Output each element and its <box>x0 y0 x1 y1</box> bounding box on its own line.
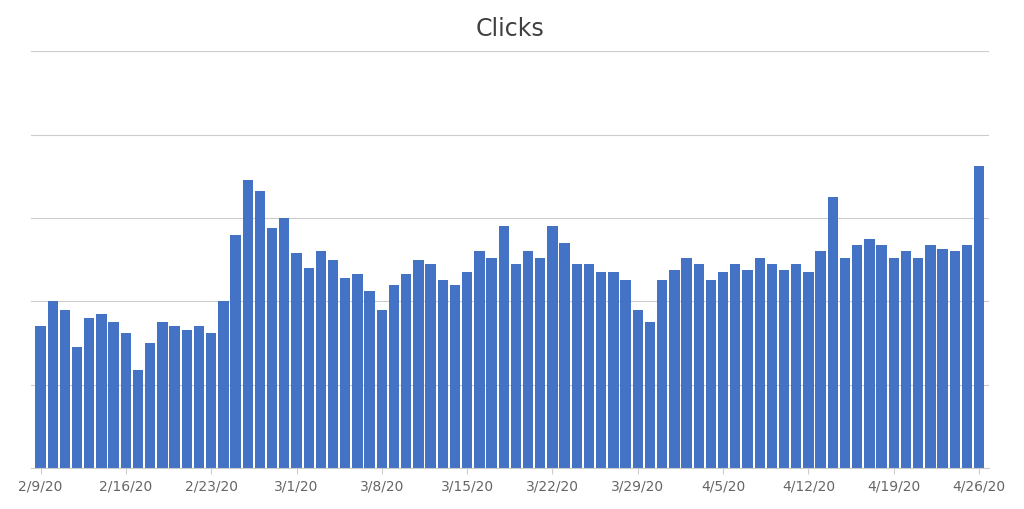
Bar <box>852 245 862 468</box>
Bar <box>962 245 972 468</box>
Bar <box>47 302 58 468</box>
Bar <box>133 370 143 468</box>
Bar <box>596 273 606 468</box>
Bar <box>681 258 692 468</box>
Bar <box>169 327 180 468</box>
Bar <box>401 275 412 468</box>
Bar <box>584 264 594 468</box>
Bar <box>291 254 302 468</box>
Bar <box>303 268 314 468</box>
Bar <box>280 218 290 468</box>
Bar <box>414 260 424 468</box>
Bar <box>571 264 582 468</box>
Bar <box>608 273 618 468</box>
Bar <box>815 252 825 468</box>
Bar <box>840 258 850 468</box>
Bar <box>547 227 558 468</box>
Bar <box>425 264 436 468</box>
Bar <box>937 250 947 468</box>
Bar <box>974 166 984 468</box>
Bar <box>755 258 765 468</box>
Bar <box>328 260 338 468</box>
Bar <box>96 314 106 468</box>
Bar <box>158 323 168 468</box>
Title: Clicks: Clicks <box>475 17 544 41</box>
Bar <box>218 302 228 468</box>
Bar <box>230 235 241 468</box>
Bar <box>827 198 838 468</box>
Bar <box>633 310 643 468</box>
Bar <box>437 281 447 468</box>
Bar <box>59 310 70 468</box>
Bar <box>523 252 534 468</box>
Bar <box>792 264 802 468</box>
Bar <box>706 281 716 468</box>
Bar <box>693 264 703 468</box>
Bar <box>255 191 265 468</box>
Bar <box>194 327 204 468</box>
Bar <box>474 252 484 468</box>
Bar <box>145 343 156 468</box>
Bar <box>645 323 655 468</box>
Bar <box>670 270 680 468</box>
Bar <box>913 258 924 468</box>
Bar <box>803 273 814 468</box>
Bar <box>365 291 375 468</box>
Bar <box>462 273 472 468</box>
Bar <box>340 279 350 468</box>
Bar <box>486 258 497 468</box>
Bar <box>511 264 521 468</box>
Bar <box>72 348 82 468</box>
Bar <box>536 258 546 468</box>
Bar <box>243 181 253 468</box>
Bar <box>84 318 94 468</box>
Bar <box>925 245 936 468</box>
Bar <box>779 270 790 468</box>
Bar <box>730 264 740 468</box>
Bar <box>121 333 131 468</box>
Bar <box>36 327 46 468</box>
Bar <box>206 333 216 468</box>
Bar <box>499 227 509 468</box>
Bar <box>742 270 753 468</box>
Bar <box>450 285 460 468</box>
Bar <box>718 273 728 468</box>
Bar <box>352 275 362 468</box>
Bar <box>949 252 959 468</box>
Bar <box>315 252 326 468</box>
Bar <box>109 323 119 468</box>
Bar <box>901 252 911 468</box>
Bar <box>389 285 399 468</box>
Bar <box>657 281 668 468</box>
Bar <box>267 229 278 468</box>
Bar <box>621 281 631 468</box>
Bar <box>377 310 387 468</box>
Bar <box>864 239 874 468</box>
Bar <box>767 264 777 468</box>
Bar <box>877 245 887 468</box>
Bar <box>181 331 191 468</box>
Bar <box>559 243 569 468</box>
Bar <box>889 258 899 468</box>
